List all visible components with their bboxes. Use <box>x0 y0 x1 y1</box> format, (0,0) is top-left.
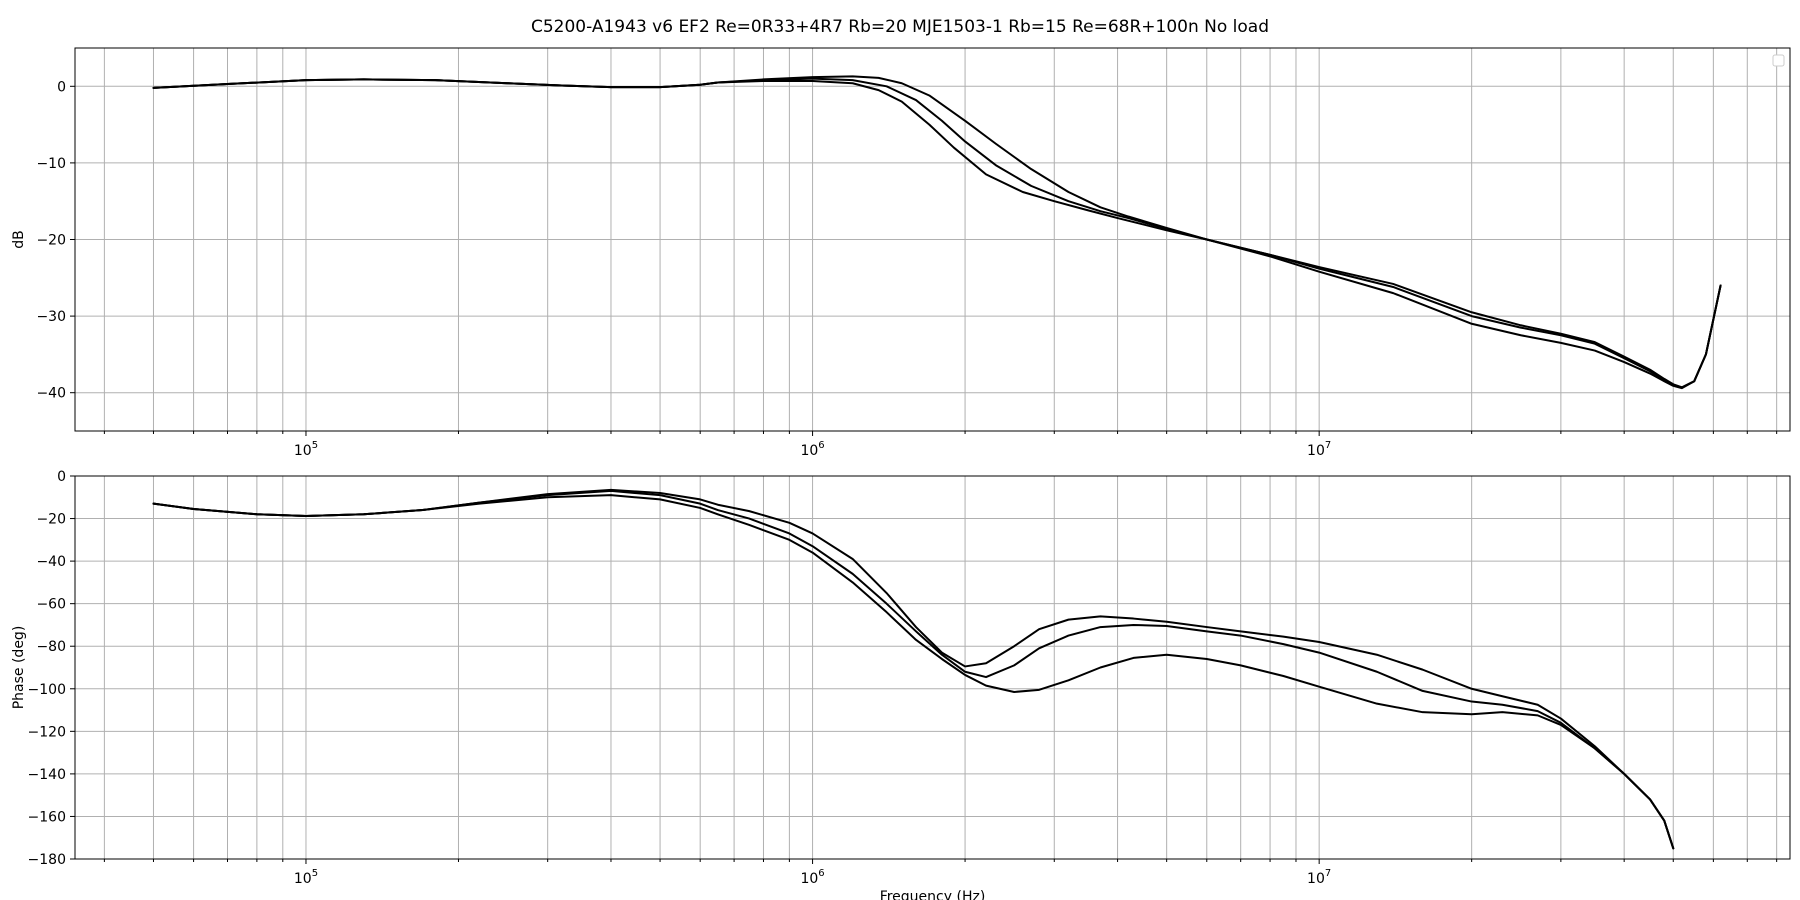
legend-box <box>1772 54 1785 67</box>
y-tick-label: −160 <box>28 809 66 825</box>
y-tick-label: −40 <box>36 554 66 570</box>
y-tick-label: −30 <box>36 309 66 325</box>
x-tick-label: 106 <box>800 868 824 887</box>
y-tick-label: −140 <box>28 767 66 783</box>
x-tick-label: 105 <box>294 868 318 887</box>
x-tick-label: 107 <box>1307 440 1331 459</box>
axes-frame <box>74 475 1791 860</box>
y-tick-label: 0 <box>57 469 66 485</box>
y-tick-label: −80 <box>36 639 66 655</box>
series-group <box>152 488 1675 850</box>
x-tick-label: 107 <box>1307 868 1331 887</box>
x-axis-label: Frequency (Hz) <box>880 889 986 900</box>
y-axis-label: dB <box>11 230 27 249</box>
y-tick-label: −60 <box>36 597 66 613</box>
series-line-3 <box>152 488 1675 850</box>
y-tick-label: −20 <box>36 512 66 528</box>
phase-panel: 0 −20 −40 −60 −80 −100 −120 −140 −160 −180 105 106 1… <box>11 469 1791 900</box>
y-tick-label: −100 <box>28 682 66 698</box>
y-axis-label: Phase (deg) <box>11 626 27 710</box>
x-tick-label: 105 <box>294 440 318 459</box>
y-tick-label: 0 <box>57 79 66 95</box>
magnitude-panel: 0 −10 −20 −30 −40 105 106 107 dB <box>11 47 1791 459</box>
series-line-1 <box>152 494 1675 850</box>
y-tick-label: −20 <box>36 233 66 249</box>
figure-title: C5200-A1943 v6 EF2 Re=0R33+4R7 Rb=20 MJE… <box>531 17 1269 37</box>
series-group <box>152 75 1722 390</box>
y-tick-label: −40 <box>36 386 66 402</box>
x-tick-label: 106 <box>800 440 824 459</box>
y-tick-label: −10 <box>36 156 66 172</box>
series-line-3 <box>152 75 1722 390</box>
y-tick-label: −180 <box>28 852 66 868</box>
axes-frame <box>74 47 1791 432</box>
y-tick-label: −120 <box>28 724 66 740</box>
